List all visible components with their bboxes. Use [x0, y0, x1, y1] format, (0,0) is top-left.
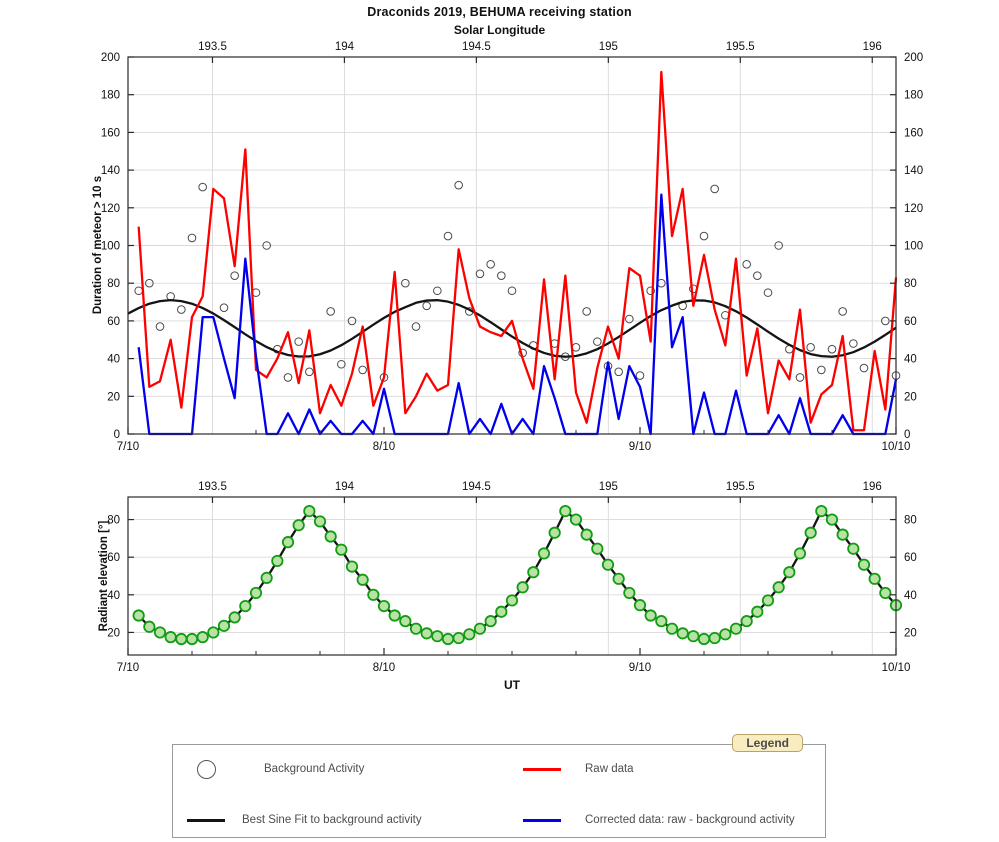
svg-text:100: 100 — [101, 241, 120, 253]
svg-text:80: 80 — [107, 515, 120, 527]
legend-item-label: Corrected data: raw - background activit… — [585, 814, 795, 826]
svg-text:80: 80 — [904, 515, 917, 527]
legend-tab: Legend — [732, 734, 803, 752]
legend-item-background-activity: Background Activity — [197, 759, 364, 779]
svg-text:60: 60 — [904, 316, 917, 328]
svg-text:100: 100 — [904, 241, 923, 253]
svg-text:8/10: 8/10 — [373, 662, 395, 674]
legend-item-label: Best Sine Fit to background activity — [242, 814, 422, 826]
svg-text:140: 140 — [101, 165, 120, 177]
chart-title: Draconids 2019, BEHUMA receiving station — [367, 5, 632, 19]
svg-text:10/10: 10/10 — [882, 662, 911, 674]
legend-item-sine-fit: Best Sine Fit to background activity — [187, 810, 422, 830]
duration-plot: 193.5 194 194.5 195 195.5 196 0 0 20 20 40 40 60 60 80… — [101, 41, 923, 453]
svg-text:180: 180 — [904, 90, 923, 102]
svg-text:0: 0 — [904, 429, 910, 441]
svg-text:20: 20 — [107, 391, 120, 403]
radiant-elevation-plot-series-line+marker — [132, 505, 903, 646]
svg-text:60: 60 — [107, 316, 120, 328]
svg-text:195: 195 — [599, 41, 618, 53]
legend-item-raw-data: Raw data — [523, 759, 634, 779]
svg-text:140: 140 — [904, 165, 923, 177]
svg-text:60: 60 — [904, 552, 917, 564]
svg-text:40: 40 — [904, 354, 917, 366]
svg-text:195.5: 195.5 — [726, 41, 755, 53]
svg-text:195.5: 195.5 — [726, 481, 755, 493]
svg-text:7/10: 7/10 — [117, 662, 139, 674]
svg-text:9/10: 9/10 — [629, 441, 651, 453]
raw-data-swatch-icon — [523, 767, 561, 771]
svg-text:120: 120 — [101, 203, 120, 215]
svg-text:200: 200 — [904, 52, 923, 64]
sine-fit-swatch-icon — [187, 818, 225, 822]
solar-longitude-axis-title: Solar Longitude — [453, 23, 546, 37]
svg-text:40: 40 — [107, 354, 120, 366]
svg-text:160: 160 — [101, 127, 120, 139]
svg-text:9/10: 9/10 — [629, 662, 651, 674]
top-y-axis-label: Duration of meteor > 10 s — [92, 175, 104, 315]
svg-text:20: 20 — [904, 391, 917, 403]
svg-text:160: 160 — [904, 127, 923, 139]
svg-text:20: 20 — [107, 627, 120, 639]
svg-text:196: 196 — [863, 41, 882, 53]
svg-text:40: 40 — [904, 590, 917, 602]
corrected-data-swatch-icon — [523, 818, 561, 822]
svg-text:194.5: 194.5 — [462, 481, 491, 493]
svg-text:194: 194 — [335, 41, 355, 53]
svg-text:7/10: 7/10 — [117, 441, 139, 453]
duration-plot-series-line — [137, 70, 898, 432]
svg-text:20: 20 — [904, 627, 917, 639]
legend-item-label: Raw data — [585, 763, 634, 775]
svg-text:195: 195 — [599, 481, 618, 493]
svg-text:193.5: 193.5 — [198, 481, 227, 493]
svg-text:194: 194 — [335, 481, 355, 493]
svg-text:60: 60 — [107, 552, 120, 564]
legend-item-corrected-data: Corrected data: raw - background activit… — [523, 810, 795, 830]
bottom-y-axis-label: Radiant elevation [°] — [98, 520, 110, 632]
duration-plot-series-line — [137, 193, 898, 436]
svg-text:120: 120 — [904, 203, 923, 215]
svg-text:40: 40 — [107, 590, 120, 602]
background-activity-marker-icon — [197, 759, 216, 779]
plots-canvas: 193.5 194 194.5 195 195.5 196 0 0 20 20 40 40 60 60 80… — [101, 41, 923, 674]
x-axis-label-ut: UT — [504, 678, 520, 692]
duration-plot-series-open-circle — [134, 180, 901, 382]
radiant-elevation-plot: 193.5 194 194.5 195 195.5 196 20 20 40 40 60 60 80 80… — [107, 481, 917, 674]
svg-text:10/10: 10/10 — [882, 441, 911, 453]
svg-text:80: 80 — [107, 278, 120, 290]
svg-text:80: 80 — [904, 278, 917, 290]
duration-plot-series-line — [127, 299, 897, 358]
svg-text:193.5: 193.5 — [198, 41, 227, 53]
svg-text:180: 180 — [101, 90, 120, 102]
legend-item-label: Background Activity — [264, 763, 365, 775]
svg-text:194.5: 194.5 — [462, 41, 491, 53]
svg-text:196: 196 — [863, 481, 882, 493]
svg-text:0: 0 — [114, 429, 120, 441]
legend-box: Legend Background Activity Raw data Best… — [172, 734, 826, 838]
svg-text:200: 200 — [101, 52, 120, 64]
svg-text:8/10: 8/10 — [373, 441, 395, 453]
